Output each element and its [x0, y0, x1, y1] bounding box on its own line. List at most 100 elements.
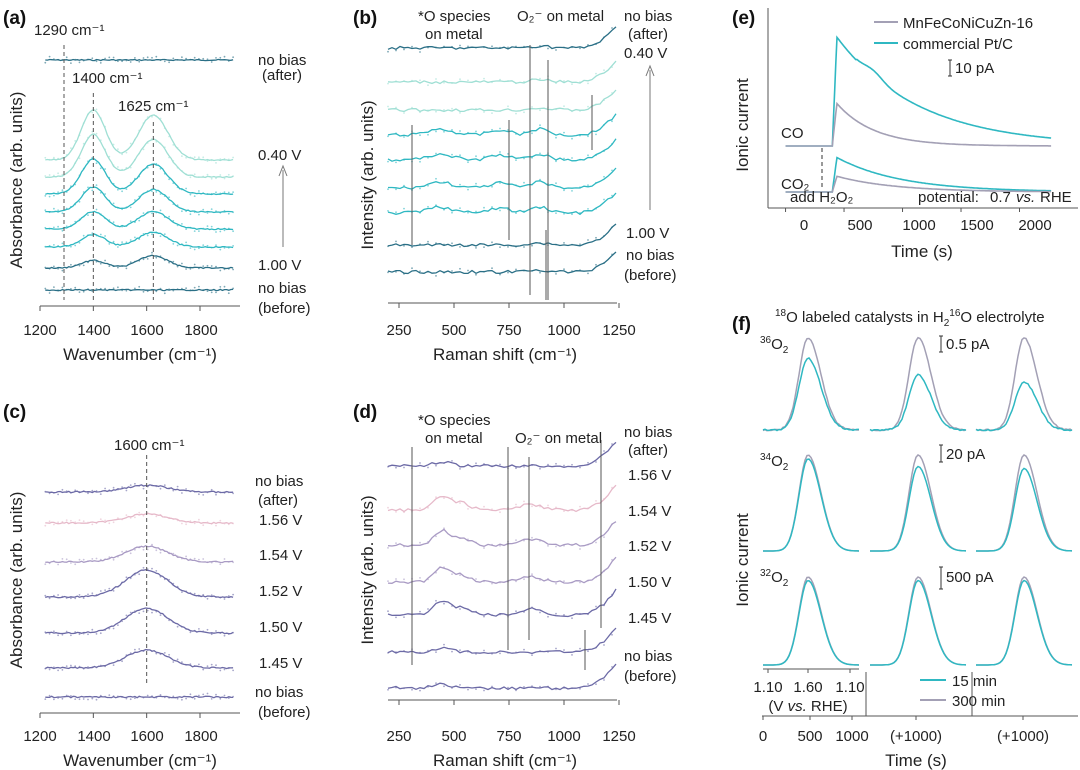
panel-d-scatter-6-point — [595, 683, 597, 686]
panel-a-scatter-6-point — [134, 236, 136, 239]
panel-b-scatter-7-point — [403, 245, 405, 247]
panel-c-scatter-1-point — [219, 519, 222, 522]
panel-a-scatter-0-point — [91, 57, 94, 60]
panel-c-scatter-4-point — [87, 633, 89, 636]
panel-f-potential-label: (V vs. RHE) — [768, 698, 847, 715]
panel-d-xtick-750: 750 — [496, 728, 521, 745]
panel-a-scatter-5-point — [159, 209, 162, 212]
panel-b-scatter-1-point — [483, 77, 485, 80]
panel-f-series-15min-r2-c1 — [870, 579, 967, 666]
panel-a-scatter-6-point — [99, 233, 102, 236]
panel-b-scatter-3-point — [443, 130, 445, 133]
panel-c-scatter-5-point — [172, 661, 175, 663]
panel-b-right-label-040v: 0.40 V — [624, 45, 667, 62]
panel-d-scatter-4-point — [459, 608, 461, 610]
panel-b-scatter-1-point — [467, 79, 469, 82]
panel-d-scatter-2-point — [595, 541, 597, 544]
panel-a-scatter-8-point — [53, 286, 55, 288]
panel-b-scatter-6-point — [603, 198, 605, 201]
panel-a-scatter-8-point — [74, 286, 77, 289]
panel-a-scatter-1-point — [125, 151, 128, 154]
panel-c-scatter-2-point — [142, 548, 145, 551]
panel-a-scatter-1-point — [95, 108, 98, 111]
panel-c-scatter-6-point — [125, 697, 128, 700]
panel-d-scatter-5-point — [499, 652, 501, 655]
panel-a-scatter-0-point — [108, 56, 111, 59]
panel-a-scatter-2-point — [117, 166, 119, 168]
panel-a-scatter-3-point — [48, 195, 51, 198]
panel-c-scatter-2-point — [95, 557, 98, 560]
panel-f-series-15min-r0-c1 — [869, 373, 967, 432]
panel-a-scatter-4-point — [168, 196, 171, 199]
panel-d-scatter-4 — [387, 593, 613, 620]
panel-c-scatter-0-point — [159, 487, 162, 490]
panel-a-scatter-0-point — [78, 61, 81, 64]
panel-a-scatter-6-point — [189, 247, 192, 250]
panel-c-scatter-0-point — [61, 488, 64, 491]
panel-a-scatter-0-point — [112, 56, 115, 59]
panel-d-scatter-6-point — [507, 686, 509, 689]
panel-f-series-300min-r1-c1 — [870, 454, 967, 552]
panel-e-note-value: 0.7 — [990, 189, 1011, 206]
panel-c-scatter-5-point — [206, 665, 209, 668]
panel-a-scatter-4-point — [198, 213, 200, 216]
panel-f-series-300min-r2-c2 — [976, 576, 1073, 666]
panel-c-scatter-4-point — [99, 632, 102, 635]
panel-b-scatter-0-point — [555, 49, 557, 51]
panel-f-species-32: 32O2 — [760, 568, 789, 589]
panel-b-scatter-5-point — [395, 188, 397, 191]
panel-d-xlabel: Raman shift (cm⁻¹) — [433, 751, 577, 770]
panel-c-scatter-0-point — [210, 488, 213, 491]
panel-c-scatter-5-point — [198, 663, 200, 666]
panel-a-scatter-1-point — [121, 153, 123, 156]
panel-b-right-label-nobias-after-1: no bias — [624, 8, 672, 25]
panel-c-scatter-5-point — [61, 669, 64, 671]
panel-a-label: (a) — [3, 8, 26, 29]
panel-f-scale-32: 500 pA — [946, 569, 994, 586]
panel-c-scatter-1-point — [65, 519, 68, 521]
panel-a-series-0 — [45, 58, 234, 62]
panel-c-scatter-0-point — [99, 493, 102, 495]
panel-a-scatter-3-point — [117, 188, 119, 191]
panel-a-scatter-2-point — [95, 132, 98, 135]
panel-a-scatter-0-point — [99, 62, 102, 64]
panel-b-scatter-1-point — [499, 78, 501, 81]
panel-c-scatter-0-point — [74, 489, 77, 492]
panel-a-scatter-1-point — [129, 142, 132, 145]
panel-f-potential-tick-2: 1.10 — [835, 679, 864, 696]
panel-a-scatter-1-point — [198, 156, 200, 159]
panel-b-scatter-8-point — [459, 267, 461, 270]
panel-b-scatter-6-point — [483, 206, 485, 209]
panel-f-scale-bar-34 — [939, 444, 943, 463]
panel-b-scatter-5-point — [475, 182, 477, 185]
panel-d-series-0 — [387, 441, 617, 468]
panel-c-scatter-4-point — [95, 633, 98, 635]
panel-c-scatter-5-point — [215, 664, 217, 667]
panel-a-scatter-8-point — [112, 287, 115, 290]
panel-a-scatter-8-point — [82, 290, 85, 293]
panel-d-scatter-0-point — [451, 460, 453, 462]
panel-a-scatter-5-point — [142, 212, 145, 215]
panel-b-scatter-5-point — [387, 188, 389, 191]
panel-a-scatter-6-point — [206, 244, 209, 247]
panel-c-scatter-4-point — [91, 628, 94, 631]
panel-a-scatter-2-point — [48, 174, 51, 176]
panel-f-xtick-1000: 1000 — [835, 728, 868, 745]
panel-a-series-5 — [45, 210, 234, 231]
panel-b-scatter-2-point — [491, 112, 493, 114]
panel-b-scatter-6-point — [467, 211, 469, 214]
panel-a-scatter-5-point — [61, 229, 64, 232]
panel-b-scatter-7-point — [507, 246, 509, 248]
panel-c-scatter-3-point — [151, 567, 153, 570]
panel-c-scatter-4-point — [159, 614, 162, 616]
panel-a-scatter-1 — [44, 108, 235, 164]
panel-b-series-1 — [387, 60, 617, 85]
panel-b-scatter-8-point — [587, 272, 589, 275]
panel-b-scatter-4-point — [435, 152, 437, 155]
panel-c-scatter-6-point — [61, 697, 64, 700]
panel-d-scatter-6-point — [443, 685, 445, 688]
panel-a-scatter-1-point — [91, 111, 94, 114]
panel-a-series-8 — [45, 288, 234, 292]
panel-c-scatter-2-point — [129, 552, 132, 555]
panel-d-scatter-0-point — [579, 466, 581, 469]
